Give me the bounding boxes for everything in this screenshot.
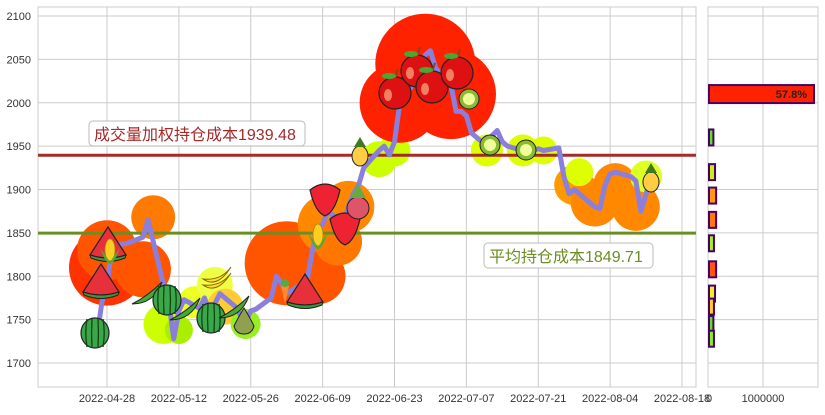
annotation-labels: 成交量加权持仓成本1939.48 平均持仓成本1849.71 [88, 120, 654, 269]
price-series [94, 48, 654, 342]
strawberry-icon [329, 212, 361, 246]
chip-bar [708, 128, 715, 147]
svg-text:平均持仓成本1849.71: 平均持仓成本1849.71 [489, 248, 643, 266]
chip-bar [708, 84, 815, 105]
svg-text:1000000: 1000000 [742, 393, 785, 405]
vwap-cost-label: 成交量加权持仓成本1939.48 [88, 120, 306, 147]
svg-text:2022-08-18: 2022-08-18 [654, 393, 710, 405]
pineapple-icon [351, 137, 369, 167]
svg-text:1800: 1800 [7, 271, 31, 283]
svg-text:成交量加权持仓成本1939.48: 成交量加权持仓成本1939.48 [94, 126, 296, 144]
chip-bar [708, 163, 717, 182]
svg-text:1950: 1950 [7, 141, 31, 153]
strawberry-icon [309, 183, 341, 217]
apple-icon [378, 68, 412, 110]
svg-text:1750: 1750 [7, 315, 31, 327]
watermelon-icon [152, 284, 182, 316]
chip-bar [708, 210, 718, 229]
price-line [94, 48, 654, 342]
side-bar-chart: 57.8% 0 1000000 [706, 6, 819, 405]
svg-text:2100: 2100 [7, 11, 31, 23]
radish-icon [346, 184, 370, 220]
kiwi-icon [479, 134, 501, 156]
kiwi-icon [515, 139, 537, 161]
svg-text:2022-07-21: 2022-07-21 [510, 393, 566, 405]
svg-text:0: 0 [706, 393, 712, 405]
svg-text:2000: 2000 [7, 98, 31, 110]
chip-bar [708, 329, 715, 348]
chip-bar [708, 297, 715, 316]
chip-bar [708, 234, 715, 253]
apple-icon [440, 48, 474, 90]
svg-text:2022-04-28: 2022-04-28 [79, 393, 135, 405]
svg-text:1900: 1900 [7, 185, 31, 197]
svg-text:1700: 1700 [7, 358, 31, 370]
svg-text:2022-06-23: 2022-06-23 [366, 393, 422, 405]
watermelon-icon [80, 317, 110, 349]
svg-text:2050: 2050 [7, 54, 31, 66]
apple-icon [415, 62, 449, 104]
fruit-markers [80, 46, 660, 349]
pea-pod-icon [218, 295, 250, 319]
corn-icon [100, 238, 120, 264]
watermelon-slice-icon [286, 272, 324, 309]
svg-text:57.8%: 57.8% [776, 89, 807, 101]
svg-text:2022-05-12: 2022-05-12 [151, 393, 207, 405]
kiwi-icon [458, 88, 480, 110]
pea-pod-icon [169, 297, 201, 321]
pineapple-icon [642, 163, 660, 193]
banana-icon [201, 266, 232, 289]
svg-text:2022-05-26: 2022-05-26 [223, 393, 279, 405]
pear-icon [233, 307, 255, 335]
avg-cost-label: 平均持仓成本1849.71 [483, 242, 654, 269]
watermelon-slice-icon [82, 262, 120, 299]
chip-bar [708, 314, 715, 333]
svg-text:2022-06-09: 2022-06-09 [294, 393, 350, 405]
chip-bar [708, 186, 718, 205]
corn-icon [308, 223, 328, 249]
axes: 1700 1750 1800 1850 1900 1950 2000 2050 2100 2022… [7, 11, 711, 405]
chip-bar [708, 260, 718, 279]
carrot-icon [281, 279, 289, 304]
svg-text:2022-08-04: 2022-08-04 [582, 393, 638, 405]
svg-text:1850: 1850 [7, 228, 31, 240]
svg-text:2022-07-07: 2022-07-07 [438, 393, 494, 405]
